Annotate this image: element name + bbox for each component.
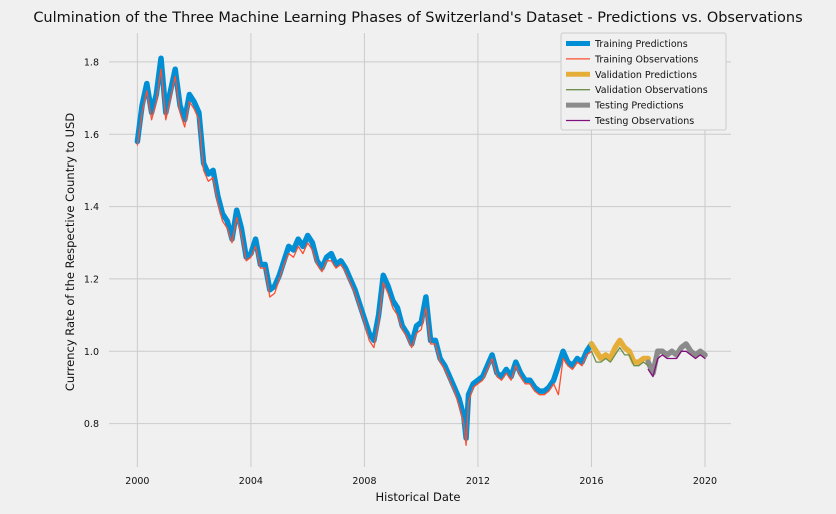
legend: Training Predictions Training Observation…	[560, 32, 727, 131]
x-tick-label: 2000	[125, 476, 149, 487]
x-tick-label: 2016	[579, 476, 603, 487]
y-axis-label: Currency Rate of the Respective Country …	[63, 113, 77, 391]
series-line-training-predictions	[134, 55, 595, 441]
legend-label: Validation Observations	[595, 85, 708, 96]
legend-item-training-observations: Training Observations	[566, 54, 698, 65]
series-lines	[134, 55, 708, 446]
legend-item-training-predictions: Training Predictions	[566, 39, 688, 50]
legend-item-testing-predictions: Testing Predictions	[566, 101, 684, 112]
series-line-testing-observations	[647, 350, 706, 378]
x-tick-label: 2004	[239, 476, 263, 487]
y-tick-label: 1.6	[84, 130, 99, 141]
tick-labels: 2000 2004 2008 2012 2016 2020 0.8 1.0 1.2 1.4 1.6 1…	[84, 57, 717, 487]
y-tick-label: 1.2	[84, 274, 99, 285]
chart-title: Culmination of the Three Machine Learnin…	[33, 10, 802, 26]
legend-label: Validation Predictions	[595, 70, 697, 81]
y-tick-label: 0.8	[84, 419, 99, 430]
legend-label: Training Observations	[594, 54, 698, 65]
series-line-testing-predictions	[645, 341, 708, 376]
legend-label: Training Predictions	[594, 39, 688, 50]
x-tick-label: 2012	[466, 476, 490, 487]
y-tick-label: 1.4	[84, 202, 99, 213]
legend-item-validation-predictions: Validation Predictions	[566, 70, 697, 81]
y-tick-label: 1.0	[84, 347, 99, 358]
x-axis-label: Historical Date	[375, 490, 460, 504]
y-tick-label: 1.8	[84, 57, 99, 68]
legend-label: Testing Observations	[594, 116, 694, 127]
series-line-training-observations	[136, 68, 593, 446]
series-line-validation-predictions	[588, 337, 651, 365]
x-tick-label: 2008	[352, 476, 376, 487]
legend-box	[560, 32, 727, 131]
legend-item-testing-observations: Testing Observations	[566, 116, 694, 127]
series-line-validation-observations	[590, 346, 649, 367]
x-tick-label: 2020	[693, 476, 717, 487]
legend-item-validation-observations: Validation Observations	[566, 85, 708, 96]
legend-label: Testing Predictions	[594, 101, 684, 112]
